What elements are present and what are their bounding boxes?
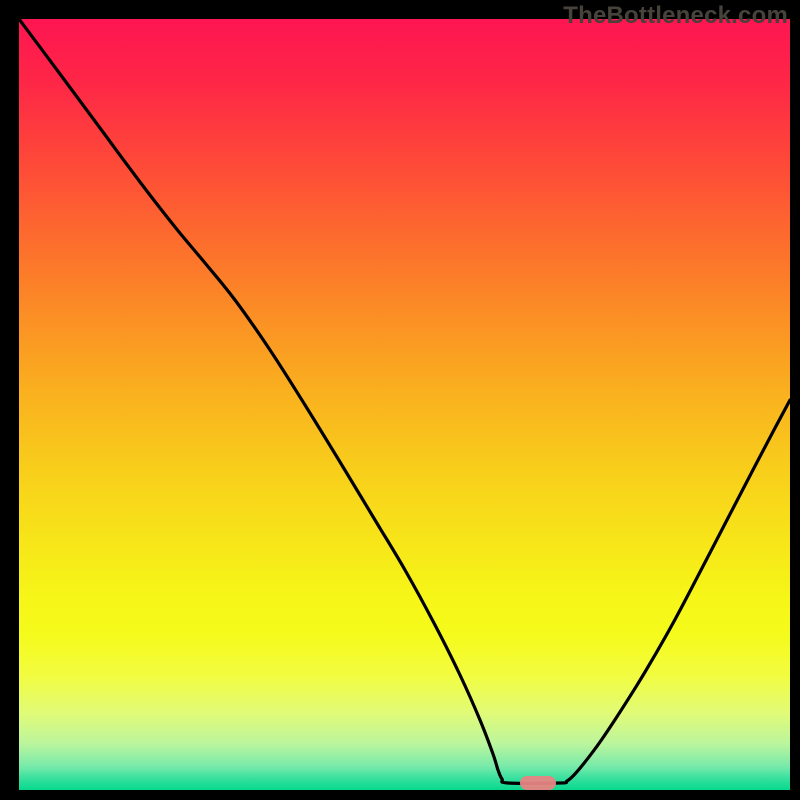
plot-area xyxy=(19,19,790,790)
watermark-text: TheBottleneck.com xyxy=(563,2,788,30)
curve-layer-svg xyxy=(19,19,790,790)
optimum-marker xyxy=(520,776,556,790)
bottleneck-curve xyxy=(19,19,790,783)
